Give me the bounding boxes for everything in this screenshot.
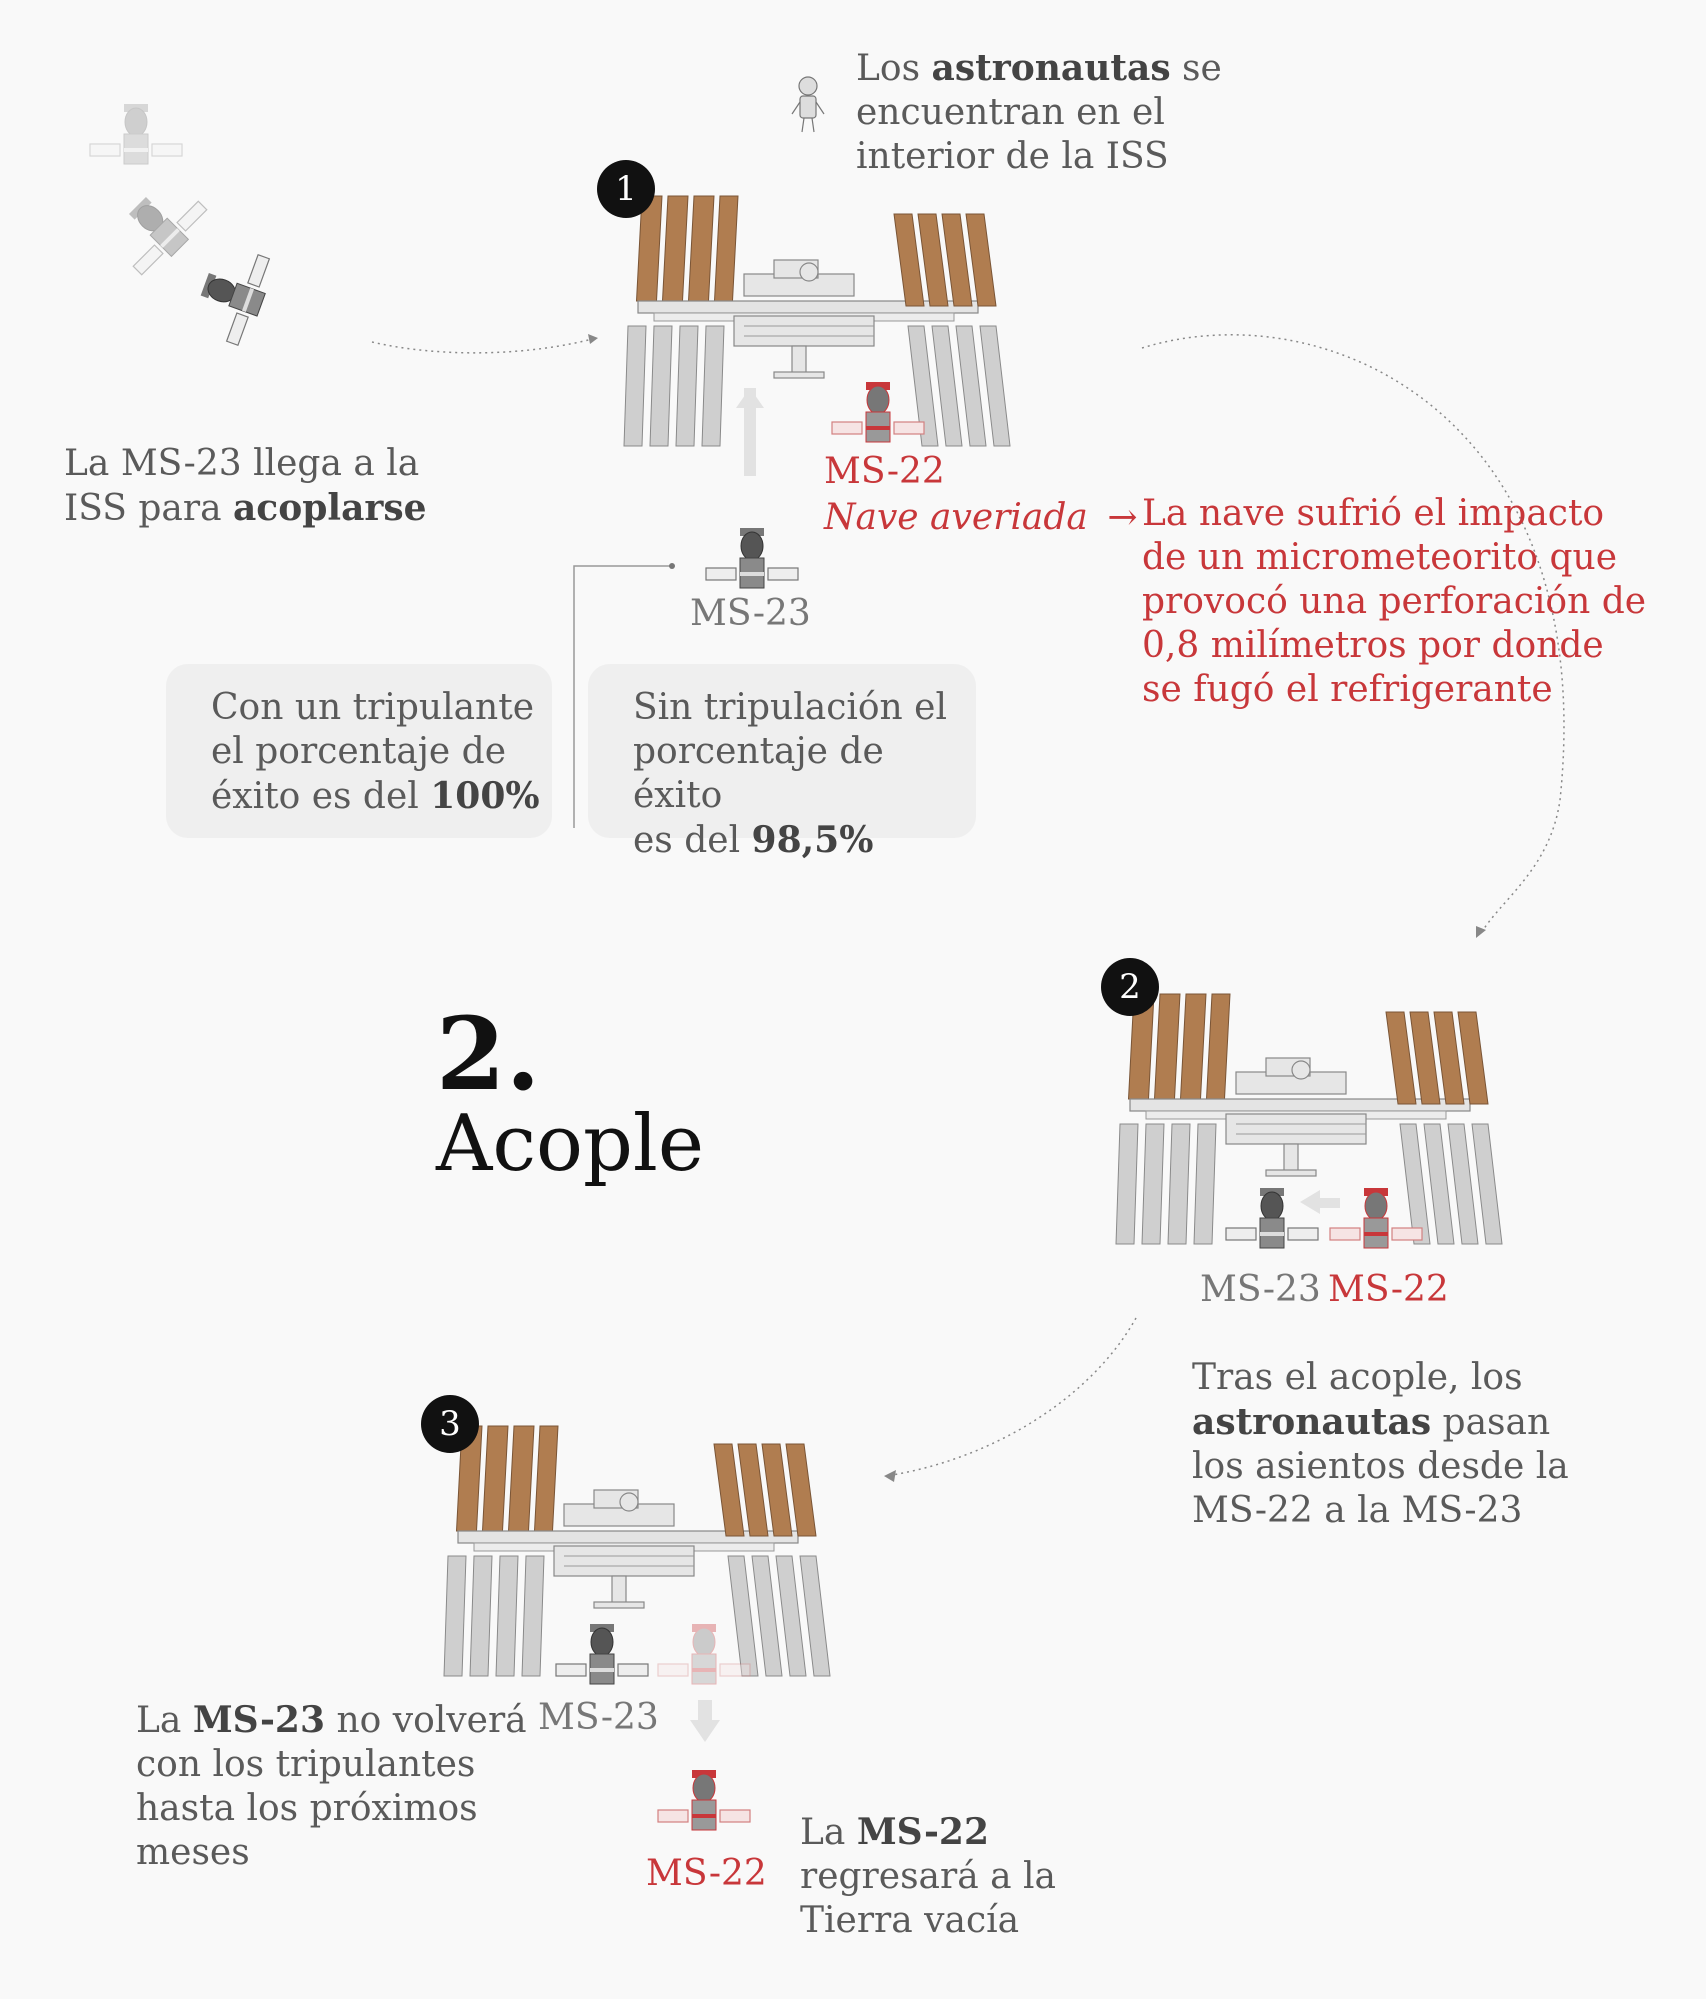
ms23-return-post: no volverá [325, 1700, 527, 1741]
ms23-capsule-step3 [555, 1623, 649, 1685]
transfer-arrow-icon [1300, 1190, 1340, 1214]
ms23-return-line2: con los tripulantes [136, 1744, 476, 1785]
ms23-label-step2: MS-23 [1200, 1269, 1321, 1310]
astronauts-note: Los astronautas se encuentran en el inte… [856, 46, 1222, 179]
step-3-badge: 3 [421, 1395, 479, 1453]
ms22-return-pre: La [800, 1812, 857, 1853]
section-number: 2. [436, 995, 541, 1113]
ms22-return-bold: MS-22 [856, 1811, 990, 1853]
astronauts-note-line3: interior de la ISS [856, 136, 1169, 177]
box-nocrew-line2: porcentaje de éxito [633, 731, 884, 816]
transfer-note-bold: astronautas [1192, 1401, 1432, 1443]
transfer-note-post: pasan [1431, 1402, 1551, 1443]
ms22-label-step2: MS-22 [1328, 1269, 1449, 1310]
dotted-path-1-2 [1141, 334, 1565, 936]
ms22-label-step3: MS-22 [646, 1853, 767, 1894]
arrive-note-pre: ISS para [64, 488, 233, 529]
ms22-label-step1: MS-22 [824, 451, 945, 492]
ms23-return-bold: MS-23 [192, 1699, 326, 1741]
impact-note-line: se fugó el refrigerante [1142, 669, 1553, 710]
transfer-note-line1: Tras el acople, los [1192, 1357, 1523, 1398]
impact-note-line: provocó una perforación de [1142, 581, 1647, 622]
ms23-label-step3: MS-23 [538, 1697, 659, 1738]
dotted-path-2-3 [885, 1317, 1137, 1477]
astronauts-note-line2: encuentran en el [856, 92, 1165, 133]
ms23-return-pre: La [136, 1700, 193, 1741]
ms22-capsule-step3 [657, 1769, 751, 1831]
ms23-return-line3: hasta los próximos [136, 1788, 478, 1829]
section-title: Acople [436, 1099, 705, 1189]
approach-trail-2 [104, 172, 214, 282]
iss-station-1 [623, 195, 1011, 447]
transfer-note-line3: los asientos desde la [1192, 1446, 1569, 1487]
approach-trail [89, 103, 183, 165]
step-2-badge: 2 [1101, 958, 1159, 1016]
ms22-return-line2: regresará a la [800, 1856, 1057, 1897]
impact-note-line: La nave sufrió el impacto [1142, 493, 1605, 534]
arrive-note-bold: acoplarse [232, 487, 427, 529]
ms23-return-line4: meses [136, 1832, 250, 1873]
box-crew-pre: éxito es del [211, 776, 431, 817]
ms22-return-line3: Tierra vacía [800, 1900, 1020, 1941]
astronauts-note-pre: Los [856, 48, 932, 89]
impact-note-line: 0,8 milímetros por donde [1142, 625, 1604, 666]
approach-soyuz [188, 240, 278, 349]
ms23-capsule-step2 [1225, 1187, 1319, 1249]
ms22-ghost-step3 [657, 1623, 751, 1685]
astronauts-note-bold: astronautas [931, 47, 1171, 89]
transfer-note-line4: MS-22 a la MS-23 [1192, 1490, 1523, 1531]
box-crew-line2: el porcentaje de [211, 731, 507, 772]
astronauts-note-post: se [1170, 48, 1222, 89]
step-1-badge: 1 [597, 160, 655, 218]
ms23-return-note: La MS-23 no volverá con los tripulantes … [136, 1698, 527, 1875]
damaged-arrow-icon: → [1107, 497, 1138, 538]
arrive-note-line1: La MS-23 llega a la [64, 443, 420, 484]
impact-note: La nave sufrió el impacto de un micromet… [1142, 492, 1646, 712]
ms23-label-step1: MS-23 [690, 593, 811, 634]
dock-arrow-up-icon [736, 388, 764, 476]
box-crew-line1: Con un tripulante [211, 687, 535, 728]
damaged-label: Nave averiada → [824, 498, 1137, 538]
damaged-label-text: Nave averiada [824, 497, 1088, 538]
box-crew-value: 100% [430, 775, 540, 817]
astronaut-icon [791, 76, 825, 133]
impact-note-line: de un micrometeorito que [1142, 537, 1618, 578]
ms23-capsule-step1 [705, 527, 799, 589]
ms22-return-note: La MS-22 regresará a la Tierra vacía [800, 1810, 1056, 1943]
transfer-note: Tras el acople, los astronautas pasan lo… [1192, 1356, 1569, 1533]
box-nocrew-value: 98,5% [751, 819, 874, 861]
box-nocrew-line1: Sin tripulación el [633, 687, 947, 728]
success-box-nocrew: Sin tripulación el porcentaje de éxito e… [588, 664, 976, 861]
ms22-capsule-step1 [831, 381, 925, 443]
dotted-path-arrive [371, 337, 597, 354]
success-box-crew: Con un tripulante el porcentaje de éxito… [166, 664, 552, 838]
arrive-note: La MS-23 llega a la ISS para acoplarse [64, 442, 427, 531]
iss-station-3 [443, 1425, 831, 1677]
success-connector [573, 565, 672, 828]
box-nocrew-pre: es del [633, 820, 752, 861]
undock-arrow-down-icon [690, 1700, 720, 1742]
